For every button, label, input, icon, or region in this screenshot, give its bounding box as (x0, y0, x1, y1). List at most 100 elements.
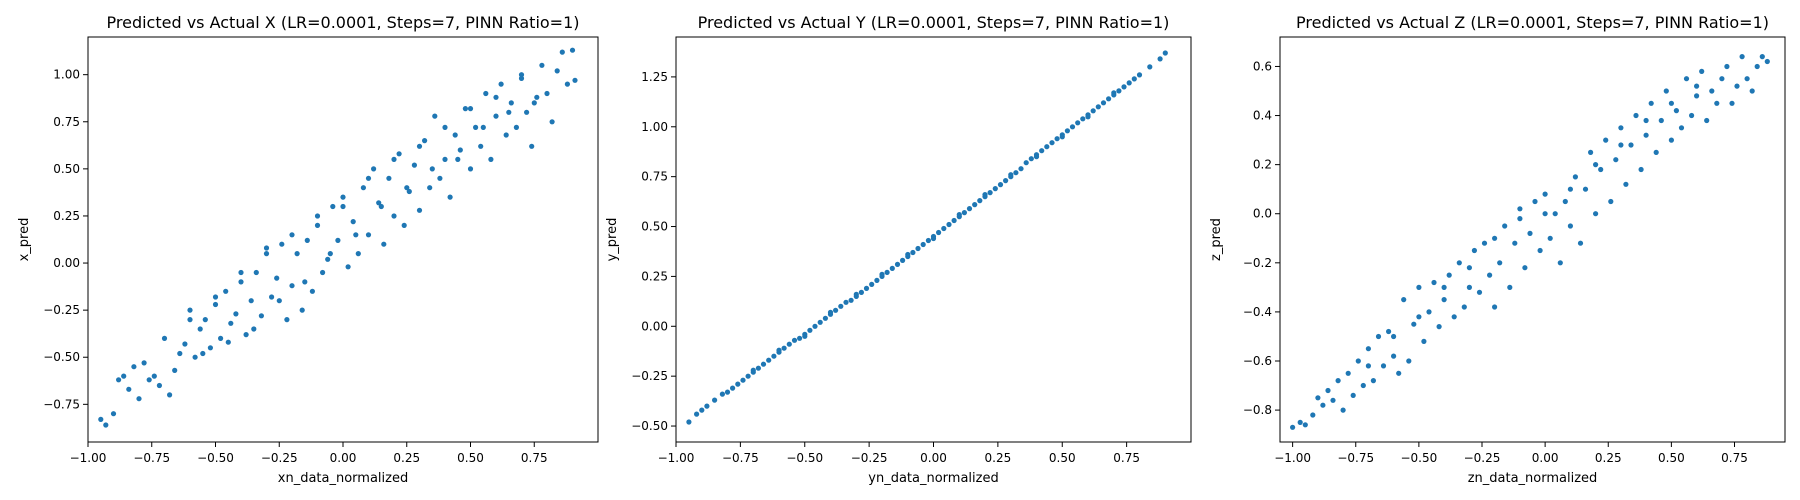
data-point (1507, 284, 1513, 290)
x-tick-label: −0.50 (786, 451, 823, 465)
data-point (386, 175, 392, 181)
data-point (1023, 160, 1029, 166)
y-tick-label: 0.75 (53, 115, 80, 129)
data-point (1116, 88, 1122, 94)
y-axis-label: z_pred (1209, 218, 1224, 261)
data-point (1613, 157, 1619, 163)
data-point (473, 124, 479, 130)
y-tick-label: −0.8 (1243, 403, 1272, 417)
x-tick-label: 0.50 (457, 451, 484, 465)
data-point (294, 251, 300, 257)
data-point (1668, 137, 1674, 143)
data-point (110, 411, 117, 417)
data-point (1522, 265, 1528, 271)
data-point (1330, 397, 1336, 403)
data-point (1618, 142, 1624, 148)
data-point (972, 202, 978, 208)
data-point (452, 132, 458, 138)
data-point (1719, 76, 1725, 82)
data-point (233, 311, 239, 317)
data-point (457, 147, 463, 153)
data-point (1466, 284, 1472, 290)
data-point (712, 397, 718, 403)
data-point (766, 357, 772, 363)
data-point (200, 350, 206, 357)
y-tick-label: 1.00 (641, 120, 668, 134)
plot-area (87, 36, 599, 443)
data-point (276, 298, 282, 304)
data-point (1003, 178, 1009, 184)
data-point (141, 360, 147, 366)
data-point (704, 403, 710, 409)
data-point (172, 367, 178, 373)
chart-panel-3: Predicted vs Actual Z (LR=0.0001, Steps=… (1209, 13, 1786, 486)
data-point (760, 361, 767, 367)
data-point (223, 288, 229, 294)
data-point (320, 269, 326, 276)
data-point (1673, 108, 1679, 114)
data-point (1441, 297, 1447, 303)
data-point (432, 113, 438, 119)
data-point (506, 109, 512, 115)
x-tick-label: −1.00 (70, 451, 107, 465)
x-tick-label: 0.75 (521, 451, 548, 465)
y-tick-label: 0.50 (641, 220, 668, 234)
data-point (1577, 240, 1584, 246)
data-point (1492, 304, 1498, 310)
x-tick-label: −0.50 (1400, 451, 1437, 465)
data-point (1487, 272, 1493, 278)
x-tick-label: 0.25 (985, 451, 1012, 465)
data-point (1441, 284, 1447, 290)
data-point (488, 156, 494, 162)
data-point (982, 192, 988, 198)
data-point (427, 185, 433, 191)
x-tick-label: 0.00 (1532, 451, 1559, 465)
data-point (1588, 149, 1594, 155)
data-point (263, 251, 270, 257)
data-point (330, 203, 336, 210)
data-point (1744, 76, 1750, 82)
data-point (335, 237, 341, 243)
data-point (531, 100, 537, 106)
data-point (1512, 240, 1518, 246)
data-point (498, 81, 504, 87)
data-point (1694, 93, 1700, 99)
data-point (1734, 83, 1740, 89)
data-point (1028, 156, 1034, 162)
data-point (812, 323, 818, 329)
data-point (1759, 54, 1765, 60)
data-point (1683, 76, 1690, 82)
data-point (156, 382, 162, 389)
data-point (1497, 260, 1503, 266)
y-tick-label: −0.50 (631, 419, 668, 433)
data-point (284, 317, 290, 323)
data-point (1638, 166, 1644, 173)
data-point (771, 353, 777, 359)
data-point (355, 251, 361, 257)
data-point (442, 124, 448, 130)
data-point (1080, 116, 1086, 122)
data-point (987, 190, 993, 196)
data-point (1754, 63, 1760, 70)
data-point (884, 269, 890, 275)
data-point (340, 194, 346, 200)
data-point (269, 294, 275, 300)
data-point (1537, 247, 1543, 254)
data-point (212, 294, 219, 300)
data-point (1724, 63, 1730, 70)
data-point (1628, 142, 1634, 148)
chart-title: Predicted vs Actual Z (LR=0.0001, Steps=… (1296, 13, 1769, 32)
data-point (1714, 100, 1720, 106)
data-point (1069, 124, 1076, 130)
data-point (218, 335, 224, 341)
data-point (207, 345, 213, 351)
data-point (951, 217, 957, 224)
x-tick-label: −0.75 (1337, 451, 1374, 465)
data-point (381, 241, 387, 247)
x-axis-label: zn_data_normalized (1468, 471, 1598, 486)
data-point (549, 119, 555, 125)
data-point (1699, 68, 1705, 74)
y-tick-label: 1.25 (641, 70, 668, 84)
data-point (920, 241, 926, 248)
